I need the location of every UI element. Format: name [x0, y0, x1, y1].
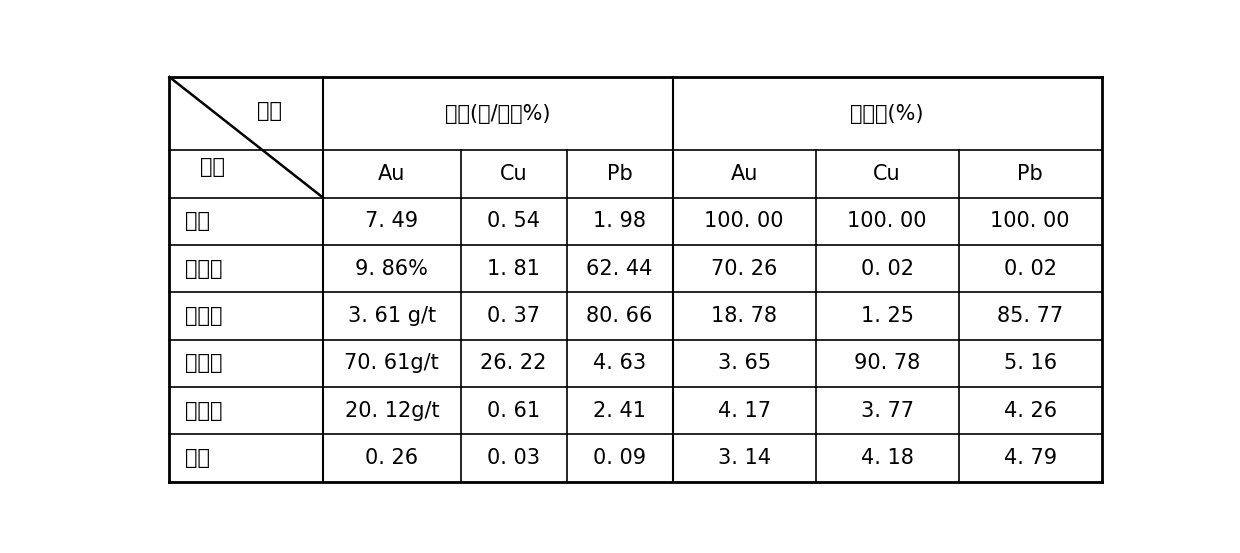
- Text: 0. 54: 0. 54: [487, 211, 541, 231]
- Text: 0. 61: 0. 61: [487, 400, 541, 420]
- Text: 85. 77: 85. 77: [997, 306, 1063, 326]
- Text: 100. 00: 100. 00: [847, 211, 926, 231]
- Text: Au: Au: [730, 164, 758, 184]
- Text: 0. 09: 0. 09: [593, 448, 646, 468]
- Text: 4. 79: 4. 79: [1003, 448, 1056, 468]
- Text: 4. 18: 4. 18: [861, 448, 914, 468]
- Text: 70. 26: 70. 26: [711, 259, 777, 279]
- Text: 项目: 项目: [257, 101, 281, 121]
- Text: 100. 00: 100. 00: [704, 211, 784, 231]
- Text: 3. 77: 3. 77: [861, 400, 914, 420]
- Text: 70. 61g/t: 70. 61g/t: [345, 353, 439, 373]
- Text: Cu: Cu: [873, 164, 901, 184]
- Text: Cu: Cu: [500, 164, 527, 184]
- Text: 品位(克/吨、%): 品位(克/吨、%): [445, 103, 551, 124]
- Text: 4. 26: 4. 26: [1003, 400, 1056, 420]
- Text: 0. 02: 0. 02: [1003, 259, 1056, 279]
- Text: Pb: Pb: [1017, 164, 1043, 184]
- Text: 2. 41: 2. 41: [593, 400, 646, 420]
- Text: 0. 37: 0. 37: [487, 306, 541, 326]
- Text: 90. 78: 90. 78: [854, 353, 920, 373]
- Text: 0. 26: 0. 26: [366, 448, 418, 468]
- Text: 产品: 产品: [200, 158, 224, 178]
- Text: 100. 00: 100. 00: [991, 211, 1070, 231]
- Text: 5. 16: 5. 16: [1003, 353, 1056, 373]
- Text: 0. 02: 0. 02: [861, 259, 914, 279]
- Text: Pb: Pb: [606, 164, 632, 184]
- Text: 0. 03: 0. 03: [487, 448, 541, 468]
- Text: 18. 78: 18. 78: [711, 306, 777, 326]
- Text: 铜精矿: 铜精矿: [185, 353, 222, 373]
- Text: 金重砂: 金重砂: [185, 259, 222, 279]
- Text: 1. 98: 1. 98: [593, 211, 646, 231]
- Text: 铅精矿: 铅精矿: [185, 306, 222, 326]
- Text: 尾矿: 尾矿: [185, 448, 210, 468]
- Text: Au: Au: [378, 164, 405, 184]
- Text: 4. 63: 4. 63: [593, 353, 646, 373]
- Text: 原矿: 原矿: [185, 211, 210, 231]
- Text: 62. 44: 62. 44: [587, 259, 652, 279]
- Text: 20. 12g/t: 20. 12g/t: [345, 400, 439, 420]
- Text: 26. 22: 26. 22: [480, 353, 547, 373]
- Text: 1. 81: 1. 81: [487, 259, 541, 279]
- Text: 回收率(%): 回收率(%): [851, 103, 924, 124]
- Text: 80. 66: 80. 66: [587, 306, 652, 326]
- Text: 9. 86%: 9. 86%: [356, 259, 428, 279]
- Text: 3. 61 g/t: 3. 61 g/t: [347, 306, 436, 326]
- Text: 3. 14: 3. 14: [718, 448, 770, 468]
- Text: 7. 49: 7. 49: [366, 211, 418, 231]
- Text: 3. 65: 3. 65: [718, 353, 770, 373]
- Text: 1. 25: 1. 25: [861, 306, 914, 326]
- Text: 4. 17: 4. 17: [718, 400, 770, 420]
- Text: 硫精矿: 硫精矿: [185, 400, 222, 420]
